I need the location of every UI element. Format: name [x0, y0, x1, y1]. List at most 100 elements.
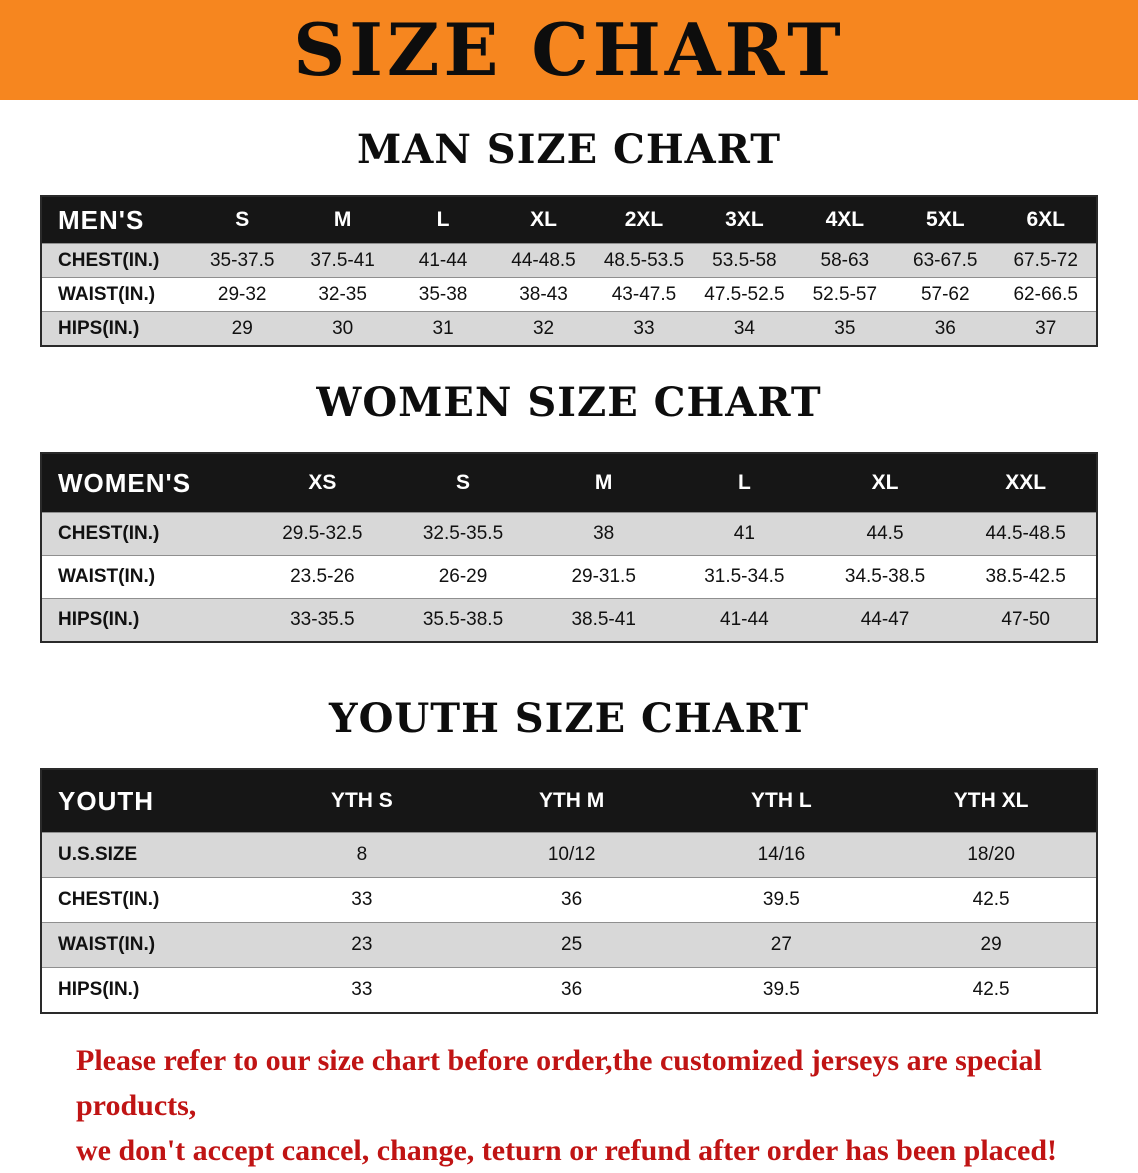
size-header-cell: 4XL — [825, 208, 865, 231]
value-cell: 41-44 — [418, 249, 468, 271]
table-row: WAIST(IN.) 23.5-26 26-29 29-31.5 31.5-34.5 34… — [42, 555, 1096, 598]
value-cell: 37.5-41 — [310, 249, 375, 271]
row-label-cell: HIPS(IN.) — [58, 317, 140, 339]
row-label-cell: U.S.SIZE — [58, 844, 138, 865]
row-label-cell: HIPS(IN.) — [58, 609, 140, 630]
size-header-cell: XL — [530, 208, 557, 231]
value-cell: 8 — [356, 844, 368, 865]
value-cell: 33-35.5 — [290, 609, 355, 630]
value-cell: 36 — [561, 889, 583, 910]
value-cell: 44-47 — [860, 609, 910, 630]
value-cell: 32-35 — [318, 283, 367, 305]
table-row: HIPS(IN.) 33 36 39.5 42.5 — [42, 967, 1096, 1012]
value-cell: 10/12 — [547, 844, 596, 865]
value-cell: 35-37.5 — [209, 249, 275, 271]
order-disclaimer: Please refer to our size chart before or… — [76, 1038, 1062, 1173]
table-header-row: WOMEN'S XS S M L XL XXL — [42, 454, 1096, 512]
value-cell: 38-43 — [519, 283, 568, 305]
row-label-cell: WAIST(IN.) — [58, 283, 156, 305]
value-cell: 14/16 — [757, 844, 806, 865]
value-cell: 23 — [351, 934, 373, 955]
man-size-section: MAN SIZE CHART MEN'S S M L XL 2XL 3XL 4XL 5XL 6XL… — [40, 126, 1098, 347]
size-header-cell: M — [333, 208, 352, 231]
womens-size-table: WOMEN'S XS S M L XL XXL CHEST(IN.) 29.5-32.5 32.5… — [40, 452, 1098, 643]
value-cell: 47.5-52.5 — [704, 283, 785, 305]
value-cell: 33 — [351, 889, 373, 910]
man-section-heading: MAN SIZE CHART — [357, 126, 781, 173]
value-cell: 39.5 — [762, 889, 800, 910]
value-cell: 35-38 — [418, 283, 468, 305]
value-cell: 27 — [770, 934, 792, 955]
size-chart-banner: SIZE CHART — [0, 0, 1138, 100]
size-header-cell: S — [456, 471, 471, 494]
size-header-cell: 5XL — [926, 208, 965, 231]
table-title-cell: WOMEN'S — [58, 467, 192, 498]
value-cell: 29.5-32.5 — [282, 523, 363, 544]
women-section-heading: WOMEN SIZE CHART — [316, 379, 822, 426]
value-cell: 37 — [1035, 317, 1057, 339]
row-label-cell: WAIST(IN.) — [58, 566, 156, 587]
youth-size-table: YOUTH YTH S YTH M YTH L YTH XL U.S.SIZE 8 10/12… — [40, 768, 1098, 1014]
value-cell: 38.5-41 — [571, 609, 636, 630]
value-cell: 38 — [593, 523, 615, 544]
value-cell: 32.5-35.5 — [422, 523, 504, 544]
size-header-cell: 6XL — [1026, 208, 1065, 231]
size-chart-content: MAN SIZE CHART MEN'S S M L XL 2XL 3XL 4XL 5XL 6XL… — [0, 126, 1138, 1173]
youth-size-section: YOUTH SIZE CHART YOUTH YTH S YTH M YTH L YTH… — [40, 695, 1098, 1014]
value-cell: 33 — [633, 317, 655, 339]
value-cell: 42.5 — [972, 889, 1010, 910]
table-header-row: MEN'S S M L XL 2XL 3XL 4XL 5XL 6XL — [42, 197, 1096, 243]
value-cell: 26-29 — [438, 566, 488, 587]
value-cell: 58-63 — [820, 249, 870, 271]
size-header-cell: 2XL — [624, 208, 664, 231]
table-title-cell: MEN'S — [58, 204, 145, 235]
value-cell: 35.5-38.5 — [422, 609, 504, 630]
value-cell: 35 — [834, 317, 856, 339]
size-header-cell: S — [235, 208, 250, 231]
table-row: HIPS(IN.) 33-35.5 35.5-38.5 38.5-41 41-44 44-… — [42, 598, 1096, 641]
row-label-cell: CHEST(IN.) — [58, 249, 160, 271]
value-cell: 38.5-42.5 — [985, 566, 1066, 587]
row-label-cell: CHEST(IN.) — [58, 523, 160, 544]
disclaimer-line-1: Please refer to our size chart before or… — [76, 1044, 1042, 1122]
value-cell: 18/20 — [967, 844, 1015, 865]
value-cell: 41 — [733, 523, 755, 544]
size-header-cell: L — [737, 471, 751, 494]
size-header-cell: YTH M — [538, 789, 605, 812]
value-cell: 44.5-48.5 — [985, 523, 1066, 544]
value-cell: 34 — [733, 317, 755, 339]
table-row: CHEST(IN.) 33 36 39.5 42.5 — [42, 877, 1096, 922]
size-header-cell: XXL — [1005, 471, 1047, 494]
row-label-cell: WAIST(IN.) — [58, 934, 156, 955]
value-cell: 53.5-58 — [712, 249, 777, 271]
table-row: U.S.SIZE 8 10/12 14/16 18/20 — [42, 832, 1096, 877]
value-cell: 29-32 — [217, 283, 267, 305]
value-cell: 29 — [231, 317, 253, 339]
table-row: WAIST(IN.) 23 25 27 29 — [42, 922, 1096, 967]
size-header-cell: YTH XL — [953, 789, 1029, 812]
youth-section-heading: YOUTH SIZE CHART — [329, 695, 809, 742]
value-cell: 43-47.5 — [611, 283, 677, 305]
value-cell: 52.5-57 — [812, 283, 878, 305]
size-header-cell: XL — [871, 471, 899, 494]
size-header-cell: YTH L — [751, 789, 812, 812]
size-header-cell: XS — [308, 471, 337, 494]
value-cell: 44.5 — [866, 523, 904, 544]
table-header-row: YOUTH YTH S YTH M YTH L YTH XL — [42, 770, 1096, 832]
value-cell: 36 — [934, 317, 956, 339]
banner-title: SIZE CHART — [293, 7, 845, 92]
value-cell: 29-31.5 — [571, 566, 636, 587]
table-row: CHEST(IN.) 29.5-32.5 32.5-35.5 38 41 44.5 44.5… — [42, 512, 1096, 555]
row-label-cell: CHEST(IN.) — [58, 889, 160, 910]
value-cell: 36 — [561, 979, 583, 1000]
mens-size-table: MEN'S S M L XL 2XL 3XL 4XL 5XL 6XL CHEST(IN.) 35-37… — [40, 195, 1098, 347]
women-size-section: WOMEN SIZE CHART WOMEN'S XS S M L XL XXL CHEST(… — [40, 379, 1098, 643]
value-cell: 62-66.5 — [1013, 283, 1078, 305]
table-row: HIPS(IN.) 29 30 31 32 33 34 35 36 37 — [42, 311, 1096, 345]
value-cell: 33 — [351, 979, 373, 1000]
value-cell: 63-67.5 — [913, 249, 978, 271]
value-cell: 39.5 — [762, 979, 800, 1000]
disclaimer-line-2: we don't accept cancel, change, teturn o… — [76, 1134, 1057, 1167]
value-cell: 30 — [332, 317, 354, 339]
value-cell: 57-62 — [920, 283, 970, 305]
